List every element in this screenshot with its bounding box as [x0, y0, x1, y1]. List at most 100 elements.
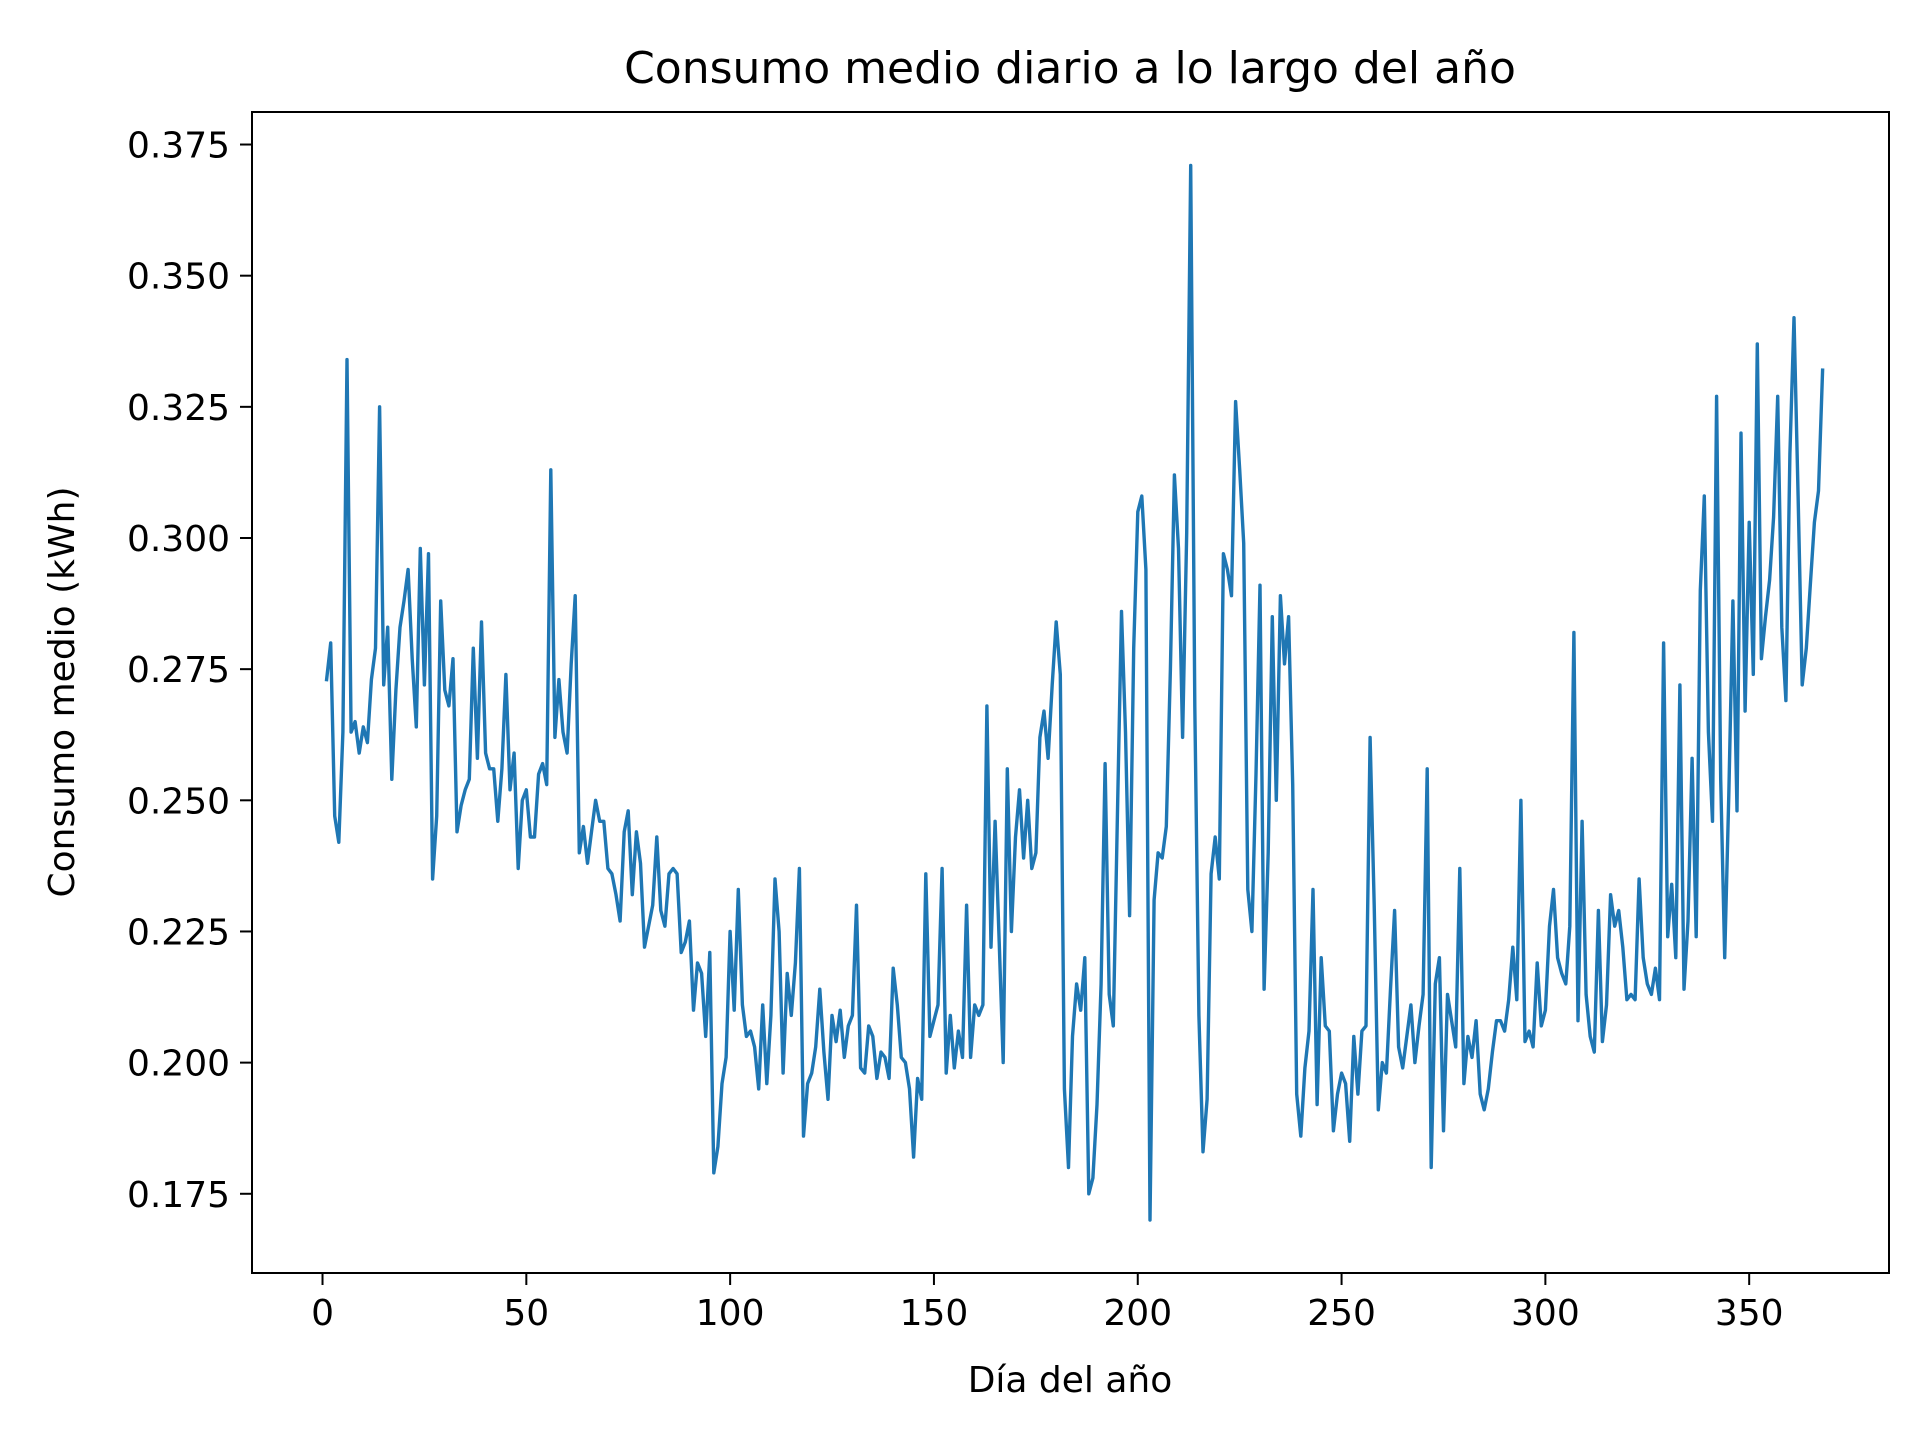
data-point	[664, 925, 666, 927]
data-point	[1777, 395, 1779, 397]
data-point	[721, 1082, 723, 1084]
data-point	[1789, 453, 1791, 455]
data-point	[1336, 1093, 1338, 1095]
data-point	[790, 1014, 792, 1016]
data-point	[1646, 983, 1648, 985]
data-point	[578, 852, 580, 854]
data-point	[415, 726, 417, 728]
data-point	[501, 768, 503, 770]
data-point	[684, 941, 686, 943]
data-point	[855, 904, 857, 906]
data-point	[399, 626, 401, 628]
data-point	[574, 595, 576, 597]
data-point	[599, 820, 601, 822]
data-point	[594, 799, 596, 801]
data-point	[868, 1025, 870, 1027]
data-point	[1406, 1035, 1408, 1037]
data-point	[1373, 904, 1375, 906]
data-point	[334, 815, 336, 817]
data-point	[888, 1077, 890, 1079]
data-point	[1149, 1219, 1151, 1221]
data-point	[1687, 920, 1689, 922]
data-point	[521, 799, 523, 801]
y-tick-label: 0.225	[127, 912, 230, 953]
data-point	[1055, 621, 1057, 623]
data-point	[395, 689, 397, 691]
data-point	[346, 358, 348, 360]
data-point	[1516, 999, 1518, 1001]
data-point	[1051, 684, 1053, 686]
data-point	[1075, 983, 1077, 985]
data-point	[1565, 983, 1567, 985]
data-point	[1218, 878, 1220, 880]
data-point	[709, 951, 711, 953]
x-tick-label: 100	[696, 1293, 765, 1334]
data-point	[904, 1061, 906, 1063]
data-point	[1169, 668, 1171, 670]
data-point	[847, 1025, 849, 1027]
data-point	[1801, 684, 1803, 686]
data-point	[933, 1020, 935, 1022]
data-point	[1626, 999, 1628, 1001]
data-point	[884, 1056, 886, 1058]
y-tick-label: 0.350	[127, 257, 230, 298]
data-point	[1133, 647, 1135, 649]
data-point	[1031, 867, 1033, 869]
data-point	[1043, 710, 1045, 712]
data-point	[1157, 852, 1159, 854]
x-axis-title: Día del año	[968, 1360, 1173, 1401]
data-point	[611, 873, 613, 875]
data-point	[969, 1056, 971, 1058]
data-point	[1450, 1020, 1452, 1022]
data-point	[529, 836, 531, 838]
data-point	[1190, 164, 1192, 166]
data-point	[509, 789, 511, 791]
data-point	[1475, 1020, 1477, 1022]
data-point	[1308, 1030, 1310, 1032]
data-point	[1422, 993, 1424, 995]
data-point	[725, 1056, 727, 1058]
data-point	[615, 894, 617, 896]
data-point	[1006, 768, 1008, 770]
x-tick-label: 0	[311, 1293, 334, 1334]
data-point	[1634, 999, 1636, 1001]
data-point	[1544, 1009, 1546, 1011]
data-point	[786, 972, 788, 974]
data-point	[1080, 1009, 1082, 1011]
x-tick-label: 300	[1511, 1293, 1580, 1334]
data-point	[1414, 1061, 1416, 1063]
data-point	[851, 1014, 853, 1016]
data-point	[1418, 1025, 1420, 1027]
data-point	[1605, 1004, 1607, 1006]
data-point	[419, 547, 421, 549]
data-point	[1296, 1093, 1298, 1095]
data-point	[1667, 936, 1669, 938]
data-point	[488, 768, 490, 770]
data-point	[1161, 857, 1163, 859]
data-point	[705, 1035, 707, 1037]
data-point	[921, 1098, 923, 1100]
data-point	[1650, 993, 1652, 995]
data-point	[1304, 1067, 1306, 1069]
data-point	[558, 678, 560, 680]
data-point	[676, 873, 678, 875]
data-point	[1320, 957, 1322, 959]
data-point	[880, 1051, 882, 1053]
data-point	[1410, 1004, 1412, 1006]
data-point	[713, 1172, 715, 1174]
data-point	[758, 1088, 760, 1090]
data-point	[839, 1009, 841, 1011]
data-point	[1153, 899, 1155, 901]
y-axis-title: Consumo medio (kWh)	[42, 487, 83, 898]
data-point	[672, 867, 674, 869]
data-point	[1817, 490, 1819, 492]
data-point	[533, 836, 535, 838]
data-point	[660, 909, 662, 911]
data-point	[892, 967, 894, 969]
data-point	[908, 1088, 910, 1090]
data-point	[1259, 584, 1261, 586]
y-tick-label: 0.325	[127, 388, 230, 429]
data-point	[998, 941, 1000, 943]
data-point	[1389, 988, 1391, 990]
series-line	[324, 163, 1825, 1222]
